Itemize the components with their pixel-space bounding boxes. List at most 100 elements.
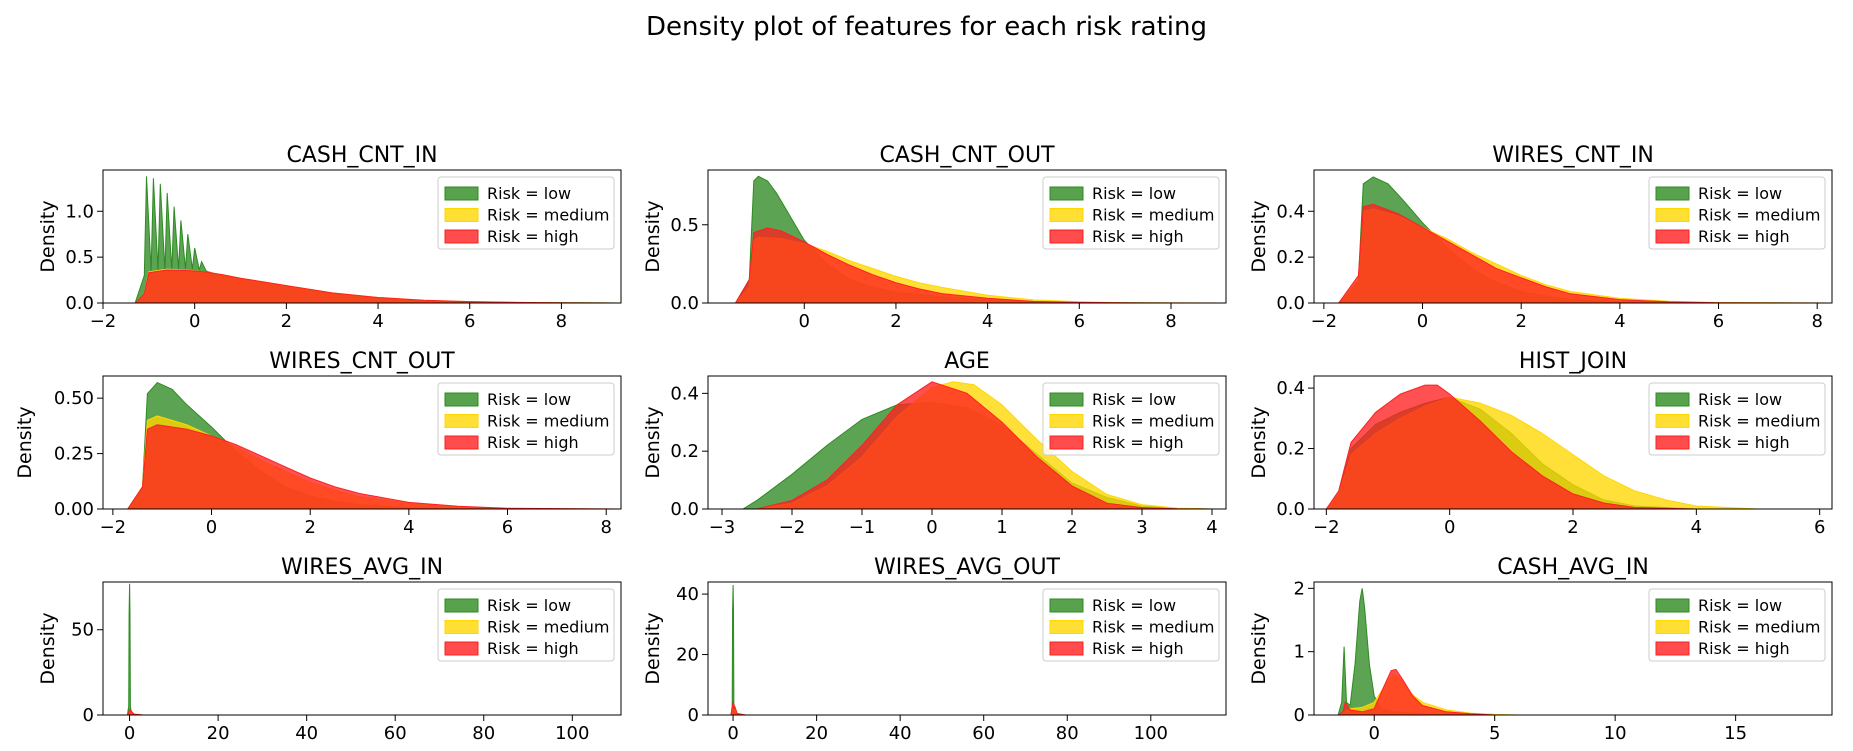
legend-label: Risk = low [1698,184,1782,203]
x-tick-label: 4 [1614,311,1625,332]
legend-swatch [1655,186,1690,201]
x-tick-label: 40 [295,723,318,744]
legend-swatch [1655,208,1690,222]
y-tick-label: 2 [1294,578,1305,599]
y-tick-label: 0.25 [54,444,94,465]
y-axis-label: Density [642,200,664,272]
legend-label: Risk = low [1092,390,1176,409]
plot-area [134,176,621,303]
legend-label: Risk = medium [487,412,610,431]
legend-swatch [1049,186,1084,201]
x-tick-label: 0 [124,723,135,744]
legend-swatch [1049,392,1084,407]
x-tick-label: 1 [996,517,1007,538]
subplot-cash-cnt-out: CASH_CNT_OUT Density 0 2 4 6 8 0.0 0.5 Risk = low… [642,143,1227,332]
y-tick-label: 0.00 [54,499,94,520]
y-tick-label: 0.2 [1276,247,1305,268]
x-tick-label: 6 [1074,311,1085,332]
legend-swatch [444,641,479,656]
legend: Risk = low Risk = medium Risk = high [1042,176,1220,250]
plot-area [742,381,1213,509]
legend-box [1042,588,1220,662]
legend: Risk = low Risk = medium Risk = high [1042,588,1220,662]
x-tick-label: 0 [189,311,200,332]
x-tick-label: 2 [281,311,292,332]
x-tick-label: 6 [1814,517,1825,538]
y-tick-label: 0 [1294,705,1305,726]
x-tick-label: 0 [1369,723,1380,744]
legend-label: Risk = low [487,184,571,203]
legend-label: Risk = medium [1698,206,1821,225]
x-tick-label: 80 [472,723,495,744]
legend-swatch [1655,641,1690,656]
y-tick-label: 0.4 [1276,378,1305,399]
x-tick-label: 0 [727,723,738,744]
plot-area [730,584,1226,715]
x-tick-label: 0 [926,517,937,538]
legend-box [437,382,615,456]
legend-box [437,588,615,662]
density-area-high [730,701,1226,715]
y-tick-label: 0.4 [670,383,699,404]
y-tick-label: 0 [688,705,699,726]
x-tick-label: 4 [982,311,993,332]
plot-area [127,381,621,509]
x-tick-label: 8 [1811,311,1822,332]
y-tick-label: 0.2 [670,441,699,462]
x-tick-label: 20 [207,723,230,744]
y-axis-label: Density [642,406,664,478]
legend-label: Risk = high [1092,227,1184,246]
x-tick-label: 8 [1165,311,1176,332]
legend-label: Risk = medium [1698,618,1821,637]
x-tick-label: 100 [555,723,589,744]
legend-swatch [1049,435,1084,450]
subplot-wires-cnt-in: WIRES_CNT_IN Density −2 0 2 4 6 8 0.0 0.2 0.4 Risk … [1248,143,1833,332]
density-area-high [1338,203,1832,303]
x-tick-label: 6 [464,311,475,332]
x-tick-label: 4 [372,311,383,332]
x-tick-label: −2 [779,517,806,538]
density-area-high [127,424,621,509]
x-tick-label: 6 [1713,311,1724,332]
legend-label: Risk = low [1698,390,1782,409]
legend-swatch [1655,392,1690,407]
y-tick-label: 0 [83,705,94,726]
x-tick-label: −2 [1313,517,1340,538]
x-tick-label: 5 [1489,723,1500,744]
axes-frame [102,375,622,510]
x-tick-label: 40 [889,723,912,744]
legend-label: Risk = high [487,639,579,658]
density-area-high [734,227,1226,303]
legend-swatch [444,620,479,634]
y-tick-label: 0.0 [670,293,699,314]
x-tick-label: 60 [384,723,407,744]
x-tick-label: −3 [709,517,736,538]
y-tick-label: 40 [676,584,699,605]
x-tick-label: 4 [1691,517,1702,538]
axes-frame [102,169,622,304]
x-tick-label: 100 [1134,723,1168,744]
y-tick-label: 1 [1294,642,1305,663]
legend-swatch [444,208,479,222]
x-tick-label: 20 [805,723,828,744]
legend-swatch [1655,435,1690,450]
x-tick-label: −2 [100,517,127,538]
legend-swatch [444,598,479,613]
legend-swatch [1655,414,1690,428]
legend: Risk = low Risk = medium Risk = high [437,382,615,456]
legend-label: Risk = high [1698,433,1790,452]
subplot-title: WIRES_CNT_OUT [269,349,455,374]
legend-label: Risk = medium [487,206,610,225]
legend-box [1648,588,1826,662]
density-area-low [730,584,1226,715]
y-tick-label: 0.2 [1276,439,1305,460]
legend-label: Risk = medium [1698,412,1821,431]
subplot-wires-avg-in: WIRES_AVG_IN Density 0 20 40 60 80 100 0 50 Risk =… [37,555,622,744]
x-tick-label: 2 [1567,517,1578,538]
legend-box [1042,382,1220,456]
x-tick-label: −2 [90,311,117,332]
legend: Risk = low Risk = medium Risk = high [1648,176,1826,250]
y-tick-label: 0.0 [1276,499,1305,520]
plot-area [126,583,621,715]
x-tick-label: 2 [1515,311,1526,332]
